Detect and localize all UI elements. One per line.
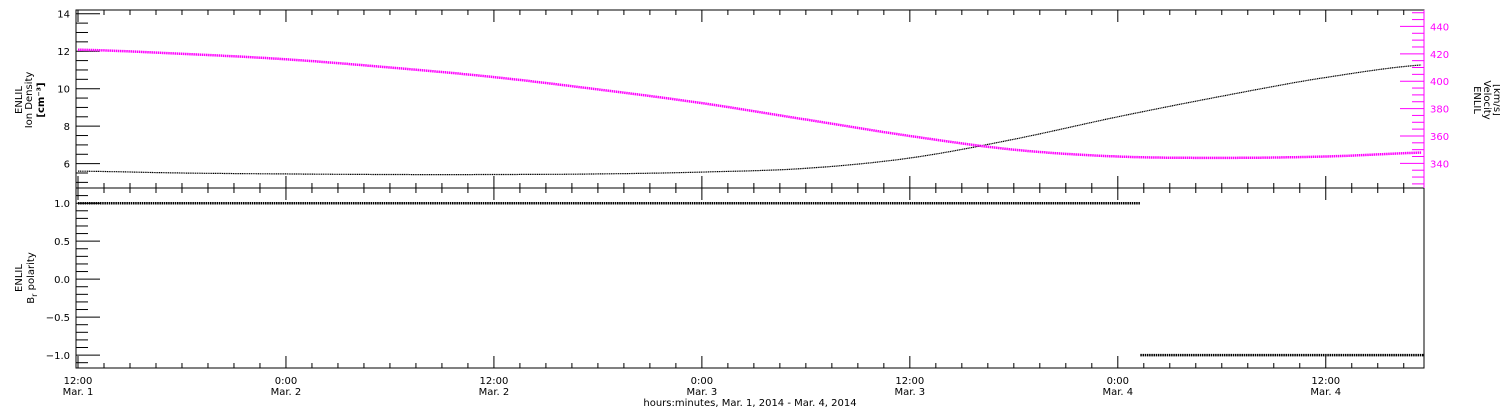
bottom-left-ylabel-line1: ENLIL [14,264,25,292]
top-right-y-tick-label: 360 [1430,132,1449,143]
x-tick-time: 12:00 [64,376,93,387]
top-panel-ticks: 6 8 10 12 14 340 360 380 400 420 440 [57,10,1449,188]
x-tick-date: Mar. 1 [63,387,94,398]
x-tick-time: 0:00 [691,376,713,387]
top-left-y-tick-label: 14 [57,10,70,21]
top-right-y-tick-label: 440 [1430,22,1449,33]
x-tick-date: Mar. 2 [479,387,510,398]
x-tick-date: Mar. 3 [687,387,718,398]
top-left-ylabel-line2: Ion Density [24,72,35,129]
top-right-y-tick-label: 400 [1430,77,1449,88]
x-tick-time: 12:00 [1311,376,1340,387]
br-label-b: B [26,297,37,304]
velocity-series-line [77,48,1422,160]
top-left-y-tick-label: 10 [57,85,70,96]
series-layer [77,48,1424,357]
x-tick-time: 0:00 [275,376,297,387]
top-left-ylabel-line1: ENLIL [14,86,25,114]
bottom-y-tick-label: −0.5 [46,313,70,324]
top-right-y-tick-label: 380 [1430,105,1449,116]
x-tick-time: 0:00 [1107,376,1129,387]
density-series-line [77,64,1422,176]
bottom-left-ylabel-line2: Br polarity [26,252,39,304]
x-tick-date: Mar. 3 [895,387,926,398]
top-left-y-tick-label: 6 [64,160,70,171]
axis-labels: ENLIL Ion Density [cm⁻³] ENLIL Velocity … [14,72,1500,409]
x-tick-date: Mar. 2 [271,387,302,398]
top-right-y-tick-label: 340 [1430,159,1449,170]
bottom-panel-frame [75,187,1425,369]
top-left-y-tick-label: 12 [57,47,70,58]
br-label-sub: r [30,293,39,297]
top-right-ylabel-line3: [km/s] [1491,84,1500,116]
x-tick-date: Mar. 4 [1310,387,1341,398]
bottom-y-tick-label: 1.0 [54,199,70,210]
bottom-y-tick-label: 0.0 [54,275,70,286]
x-tick-time: 12:00 [480,376,509,387]
x-tick-date: Mar. 4 [1102,387,1133,398]
x-axis-title: hours:minutes, Mar. 1, 2014 - Mar. 4, 20… [643,398,856,409]
top-left-ylabel-line3: [cm⁻³] [36,82,47,117]
x-tick-time: 12:00 [895,376,924,387]
top-right-y-tick-label: 420 [1430,50,1449,61]
top-right-ylabel-line2: Velocity [1481,80,1492,119]
br-label-rest: polarity [26,252,37,293]
bottom-y-tick-label: −1.0 [46,351,70,362]
top-panel-frame [75,9,1425,189]
top-right-ylabel-line1: ENLIL [1471,86,1482,114]
bottom-y-tick-label: 0.5 [54,237,70,248]
top-left-y-tick-label: 8 [64,122,70,133]
